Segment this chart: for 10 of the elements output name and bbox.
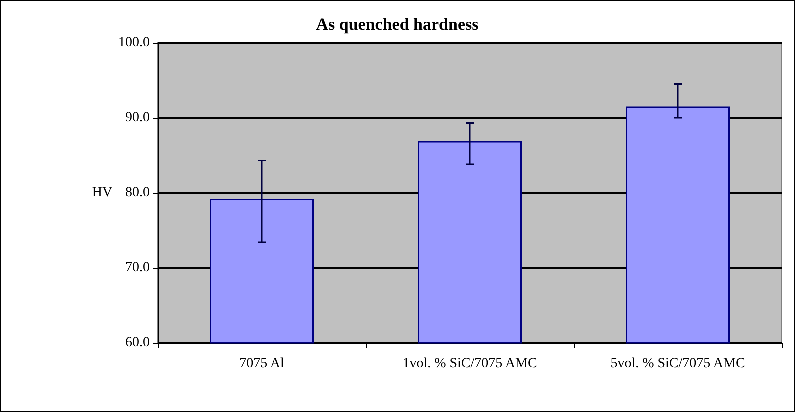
x-tick-label: 7075 Al [240,356,284,372]
y-tick-label: 70.0 [126,260,150,276]
y-tick-label: 100.0 [118,36,150,50]
y-axis-title: HV [92,186,113,200]
chart-title: As quenched hardness [316,15,480,34]
y-tick-label: 80.0 [126,186,150,200]
y-tick-label: 60.0 [126,336,150,350]
x-tick-label: 5vol. % SiC/7075 AMC [610,356,746,372]
x-tick-label: 1vol. % SiC/7075 AMC [402,356,538,372]
y-tick-label: 90.0 [126,110,150,126]
